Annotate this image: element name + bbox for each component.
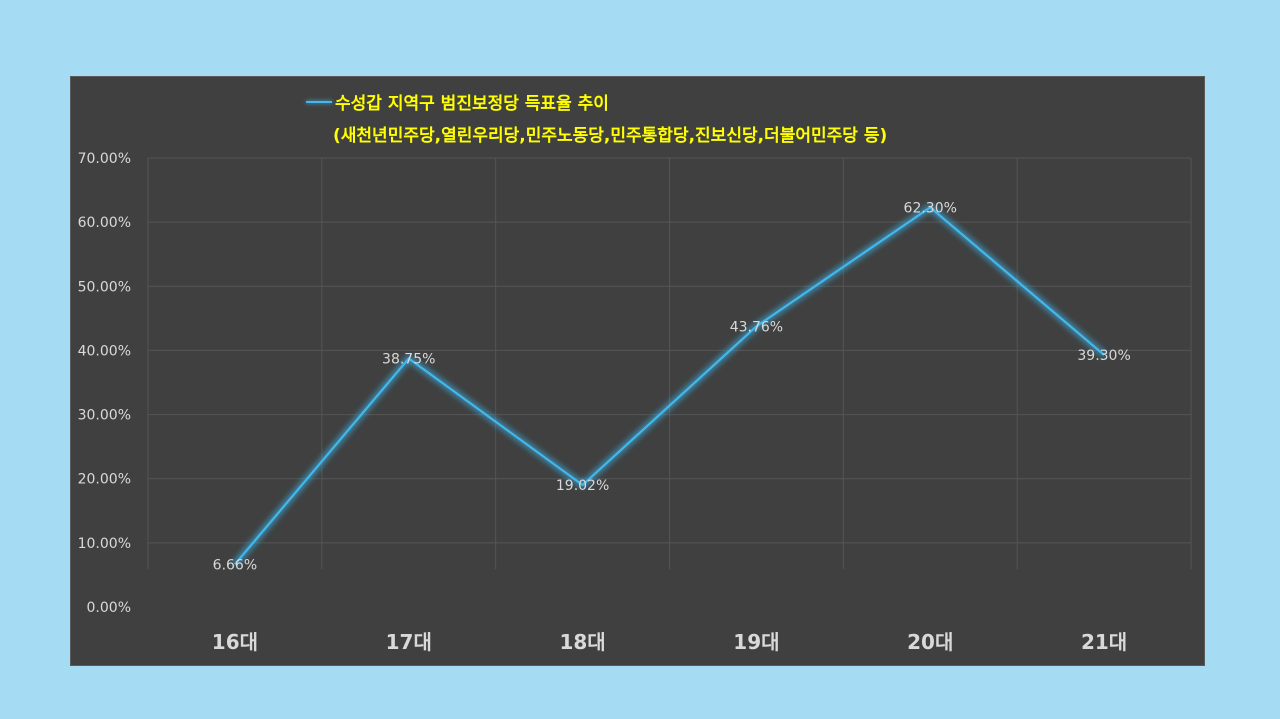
x-tick-label: 20대 [907,630,953,654]
y-tick-label: 20.00% [78,472,131,488]
data-label: 62.30% [904,200,957,216]
data-label: 38.75% [382,351,435,367]
legend-swatch [306,100,332,103]
data-label: 43.76% [730,319,783,335]
x-tick-label: 18대 [559,630,605,654]
data-label: 6.66% [213,557,257,573]
y-tick-label: 0.00% [87,600,131,616]
chart-panel: 수성갑 지역구 범진보정당 득표율 추이 (새천년민주당,열린우리당,민주노동당… [70,76,1205,666]
data-label: 19.02% [556,478,609,494]
y-tick-label: 10.00% [78,536,131,552]
chart-subtitle: (새천년민주당,열린우리당,민주노동당,민주통합당,진보신당,더불어민주당 등) [333,126,888,146]
y-tick-label: 60.00% [78,215,131,231]
x-tick-label: 16대 [212,630,258,654]
chart-legend: 수성갑 지역구 범진보정당 득표율 추이 [306,89,609,114]
line-chart: 0.00% 10.00% 20.00% 30.00% 40.00% 50.00% 60.00… [78,151,1192,654]
y-tick-label: 70.00% [78,151,131,167]
x-tick-label: 21대 [1081,630,1127,654]
data-label: 39.30% [1077,348,1130,364]
chart-subtitle-row: (새천년민주당,열린우리당,민주노동당,민주통합당,진보신당,더불어민주당 등) [333,121,887,146]
y-tick-label: 30.00% [78,408,131,424]
chart-title: 수성갑 지역구 범진보정당 득표율 추이 [335,94,609,114]
y-tick-label: 40.00% [78,343,131,359]
x-tick-label: 19대 [733,630,779,654]
y-tick-label: 50.00% [78,279,131,295]
series-line [234,206,1105,565]
x-tick-label: 17대 [386,630,432,654]
